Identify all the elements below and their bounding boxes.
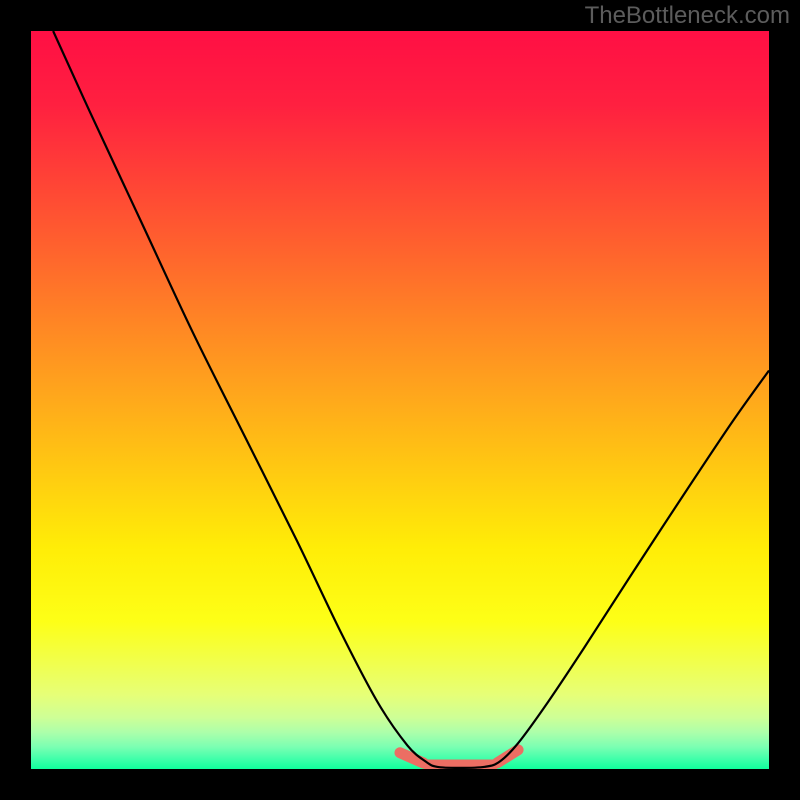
curve-layer [31,31,769,769]
bottleneck-curve [53,31,769,768]
chart-frame: TheBottleneck.com [0,0,800,800]
floor-accent-marks [400,750,518,765]
plot-area [31,31,769,769]
watermark-text: TheBottleneck.com [585,2,790,30]
